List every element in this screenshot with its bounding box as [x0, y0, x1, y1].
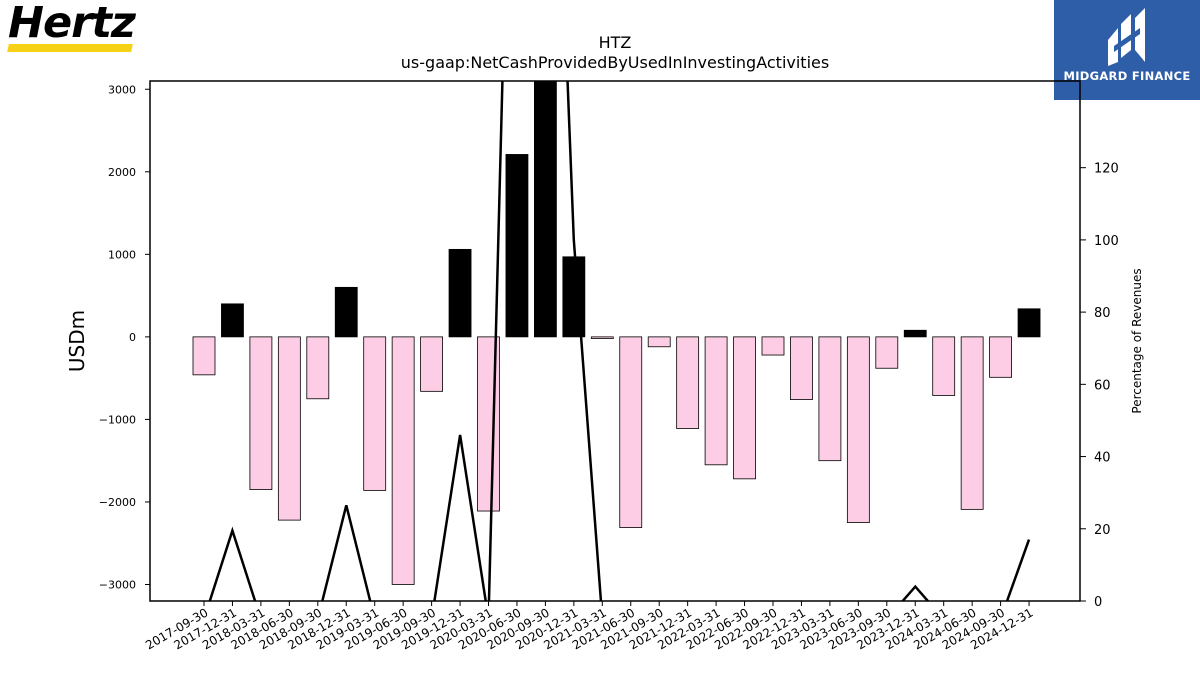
bar [590, 336, 614, 339]
y-tick-label: 2000 [108, 166, 136, 179]
y2-tick-label: 40 [1094, 451, 1111, 466]
y2-axis-label: Percentage of Revenues [1130, 268, 1144, 413]
y-tick-label: 0 [129, 331, 136, 344]
bar [875, 336, 899, 369]
x-axis: 2017-09-302017-12-312018-03-312018-06-30… [143, 601, 1036, 652]
plot-frame [149, 80, 1081, 602]
bar [960, 336, 984, 510]
bar [733, 336, 756, 480]
bar-series [192, 81, 1041, 585]
line-series [208, 81, 1031, 601]
bar [534, 81, 557, 338]
y-axis-label: USDm [65, 310, 89, 372]
y-tick-label: −3000 [99, 578, 136, 591]
chart-subtitle: us-gaap:NetCashProvidedByUsedInInvesting… [401, 53, 829, 72]
bar [192, 336, 216, 376]
bar [903, 329, 927, 338]
y-axis: −3000 −2000 −1000 0 1000 2000 3000 [99, 83, 150, 591]
percentage-of-revenues-line [208, 81, 1031, 601]
bar [249, 336, 273, 490]
bar [989, 336, 1012, 378]
y2-tick-label: 20 [1094, 523, 1111, 538]
bar [448, 248, 472, 338]
bar [818, 336, 842, 462]
y2-tick-label: 100 [1094, 234, 1119, 249]
y-tick-label: −1000 [99, 413, 136, 426]
y-tick-label: 1000 [108, 248, 136, 261]
hertz-logo: Hertz [6, 0, 138, 54]
y2-tick-label: 0 [1094, 595, 1102, 610]
bar [505, 154, 529, 338]
midgard-emblem-icon [1108, 8, 1145, 66]
y-tick-label: 3000 [108, 83, 136, 96]
bar [761, 336, 785, 356]
y2-tick-label: 60 [1094, 378, 1111, 393]
bar [306, 336, 330, 400]
bar [221, 303, 244, 338]
bar [676, 336, 700, 429]
bar [790, 336, 813, 401]
y2-tick-label: 120 [1094, 162, 1119, 177]
bar [647, 336, 671, 348]
bar [277, 336, 301, 521]
bar [932, 336, 956, 396]
bar [562, 256, 586, 338]
y2-axis: 0 20 40 60 80 100 120 [1080, 162, 1119, 610]
chart-title: HTZ [599, 33, 632, 52]
bar [846, 336, 870, 523]
y-tick-label: −2000 [99, 496, 136, 509]
bar [420, 336, 444, 392]
hertz-logo-text: Hertz [8, 0, 136, 48]
bar [704, 336, 728, 466]
bar [363, 336, 387, 491]
midgard-finance-logo: MIDGARD FINANCE [1054, 0, 1200, 100]
bar [619, 336, 643, 528]
midgard-logo-text: MIDGARD FINANCE [1063, 69, 1191, 83]
y2-tick-label: 80 [1094, 306, 1111, 321]
bar [391, 336, 415, 585]
bar [1017, 308, 1041, 338]
bar [334, 286, 358, 338]
